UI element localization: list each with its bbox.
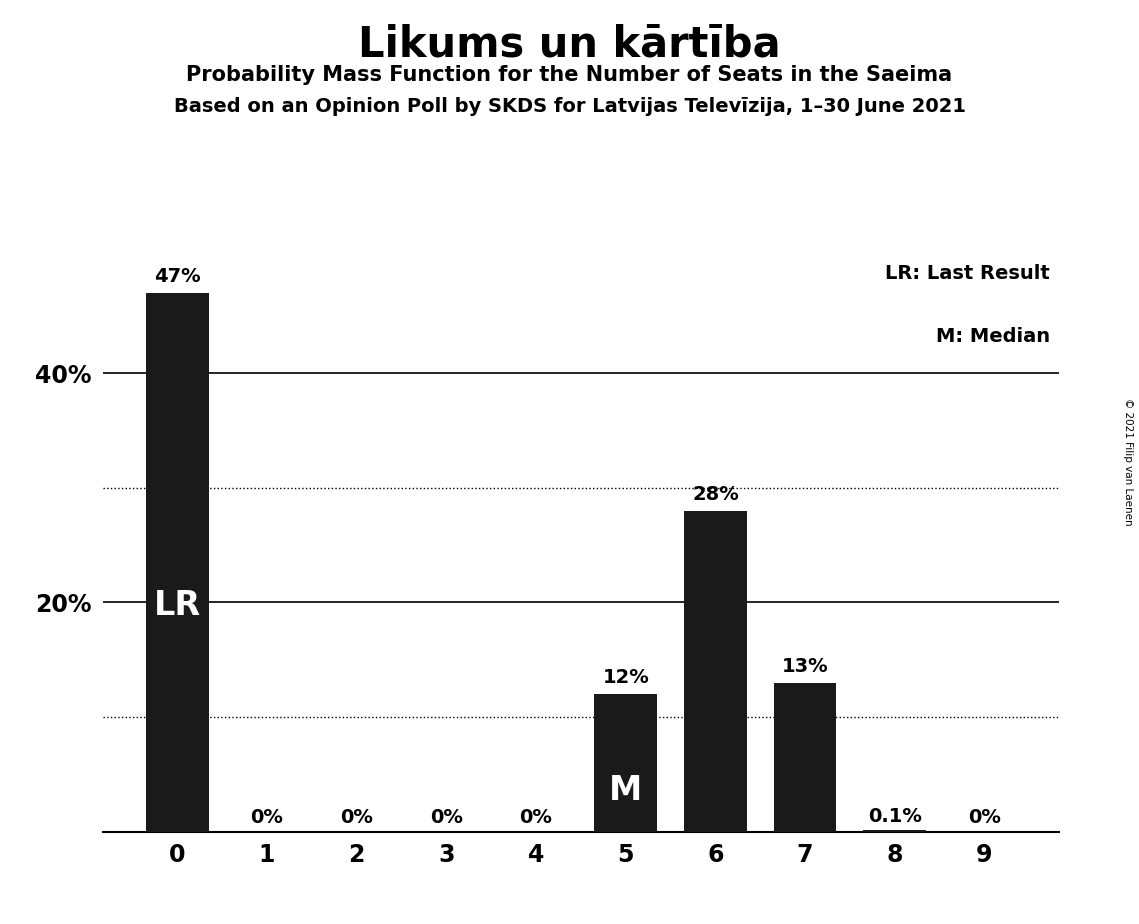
Text: Based on an Opinion Poll by SKDS for Latvijas Televīzija, 1–30 June 2021: Based on an Opinion Poll by SKDS for Lat… xyxy=(173,97,966,116)
Bar xyxy=(146,293,208,832)
Text: LR: Last Result: LR: Last Result xyxy=(885,264,1050,284)
Text: 12%: 12% xyxy=(603,668,649,687)
Bar xyxy=(773,683,836,832)
Text: Probability Mass Function for the Number of Seats in the Saeima: Probability Mass Function for the Number… xyxy=(187,65,952,85)
Text: 0%: 0% xyxy=(519,808,552,827)
Text: © 2021 Filip van Laenen: © 2021 Filip van Laenen xyxy=(1123,398,1133,526)
Bar xyxy=(595,694,657,832)
Text: Likums un kārtība: Likums un kārtība xyxy=(358,23,781,65)
Text: 28%: 28% xyxy=(693,485,739,504)
Text: LR: LR xyxy=(154,589,200,622)
Text: 0.1%: 0.1% xyxy=(868,807,921,826)
Text: 0%: 0% xyxy=(251,808,284,827)
Text: 0%: 0% xyxy=(968,808,1001,827)
Text: 47%: 47% xyxy=(154,267,200,286)
Text: 13%: 13% xyxy=(781,657,828,675)
Text: M: Median: M: Median xyxy=(935,327,1050,346)
Text: 0%: 0% xyxy=(429,808,462,827)
Text: 0%: 0% xyxy=(341,808,374,827)
Bar xyxy=(685,511,747,832)
Text: M: M xyxy=(609,774,642,807)
Bar xyxy=(863,831,926,832)
